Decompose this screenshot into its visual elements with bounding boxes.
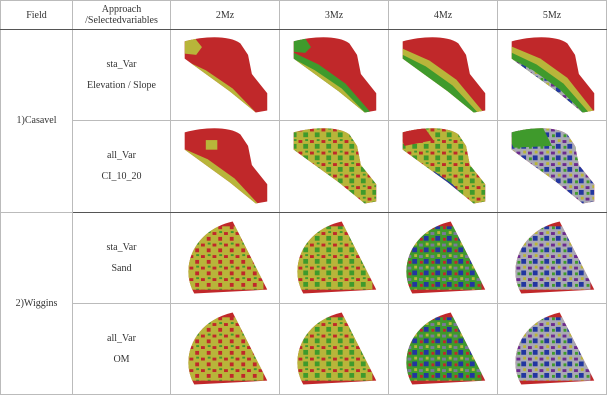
variables: Sand (73, 263, 170, 274)
variables: Elevation / Slope (73, 80, 170, 91)
zone-map (177, 309, 273, 389)
zone-map (504, 309, 600, 389)
zone-map (177, 126, 273, 206)
variables: CI_10_20 (73, 171, 170, 182)
approach: sta_Var (73, 59, 170, 70)
approach-cell: sta_Var Sand (73, 212, 171, 303)
header-cell: 2Mz (171, 1, 280, 30)
page: Field Approach /Selectedvariables 2Mz 3M… (0, 0, 607, 395)
approach-cell: all_Var CI_10_20 (73, 121, 171, 212)
row: all_Var CI_10_20 (1, 121, 607, 212)
zone-map (177, 218, 273, 298)
zone-map (286, 218, 382, 298)
approach-cell: all_Var OM (73, 303, 171, 394)
field-cell: 2)Wiggins (1, 212, 73, 395)
zone-map (395, 35, 491, 115)
field-cell: 1)Casavel (1, 30, 73, 213)
zone-map (286, 35, 382, 115)
zone-map (504, 35, 600, 115)
approach: all_Var (73, 333, 170, 344)
header-cell: 5Mz (498, 1, 607, 30)
header-row: Field Approach /Selectedvariables 2Mz 3M… (1, 1, 607, 30)
variables: OM (73, 354, 170, 365)
zone-map (504, 126, 600, 206)
zone-map (286, 126, 382, 206)
results-table: Field Approach /Selectedvariables 2Mz 3M… (0, 0, 607, 395)
zone-map (395, 309, 491, 389)
zone-map (177, 35, 273, 115)
zone-map (395, 218, 491, 298)
zone-map (504, 218, 600, 298)
zone-map (286, 309, 382, 389)
header-cell: Approach /Selectedvariables (73, 1, 171, 30)
approach-cell: sta_Var Elevation / Slope (73, 30, 171, 121)
header-cell: Field (1, 1, 73, 30)
header-cell: 3Mz (280, 1, 389, 30)
approach: all_Var (73, 150, 170, 161)
approach: sta_Var (73, 242, 170, 253)
zone-map (395, 126, 491, 206)
header-cell: 4Mz (389, 1, 498, 30)
row: all_Var OM (1, 303, 607, 394)
